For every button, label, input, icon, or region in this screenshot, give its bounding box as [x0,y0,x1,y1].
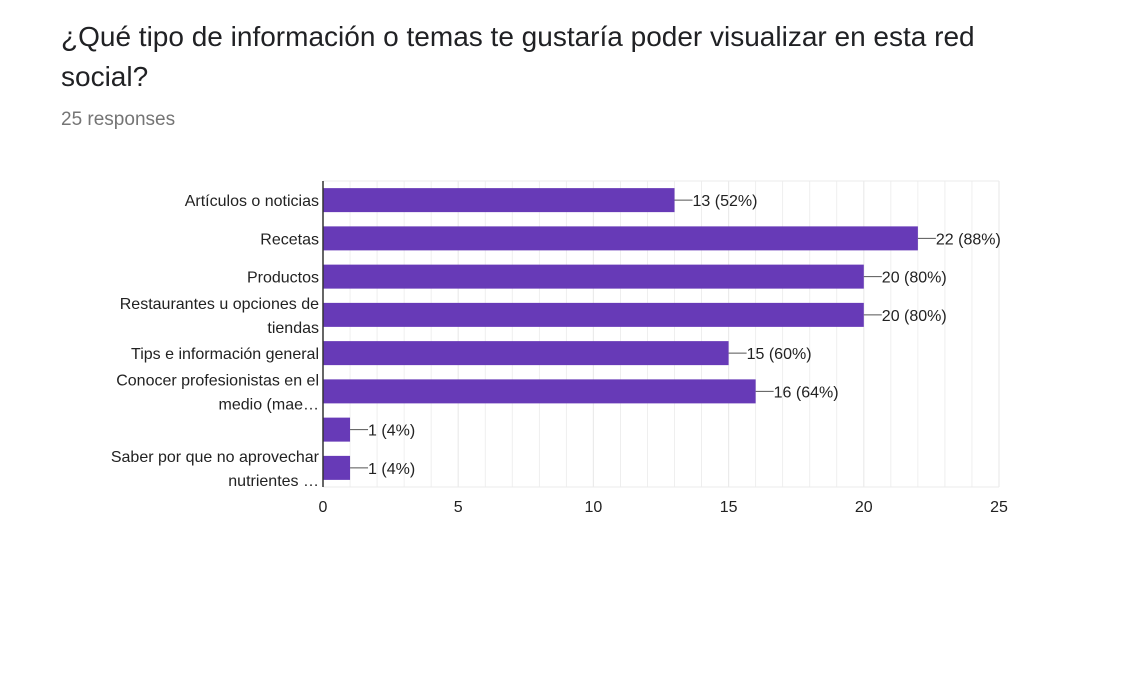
bar [323,379,756,404]
bar [323,455,351,480]
category-label: Productos [247,270,319,287]
x-tick-label: 15 [720,499,738,516]
category-label: Saber por que no aprovechar [111,449,320,466]
response-count: 25 responses [61,109,176,130]
category-label: tiendas [267,320,319,337]
category-label: Restaurantes u opciones de [120,296,319,313]
data-label: 20 (80%) [882,270,947,287]
x-tick-label: 10 [585,499,603,516]
data-label: 15 (60%) [747,346,812,363]
data-label: 16 (64%) [774,384,839,401]
category-label: Artículos o noticias [185,193,319,210]
x-tick-label: 20 [855,499,873,516]
data-label: 1 (4%) [368,461,415,478]
category-label: Conocer profesionistas en el [116,372,319,389]
bar [323,264,864,289]
x-tick-label: 0 [319,499,328,516]
bar [323,302,864,327]
bar [323,188,675,213]
data-label: 20 (80%) [882,308,947,325]
bar [323,417,351,442]
data-label: 1 (4%) [368,423,415,440]
category-label: medio (mae… [219,396,319,413]
data-label: 22 (88%) [936,231,1001,248]
bar [323,226,918,251]
category-label: Recetas [260,231,319,248]
category-label: Tips e información general [131,346,319,363]
x-tick-label: 5 [454,499,463,516]
data-label: 13 (52%) [693,193,758,210]
bar [323,341,729,366]
x-tick-label: 25 [990,499,1008,516]
category-label: nutrientes … [228,473,319,490]
question-title: ¿Qué tipo de información o temas te gust… [61,21,975,92]
